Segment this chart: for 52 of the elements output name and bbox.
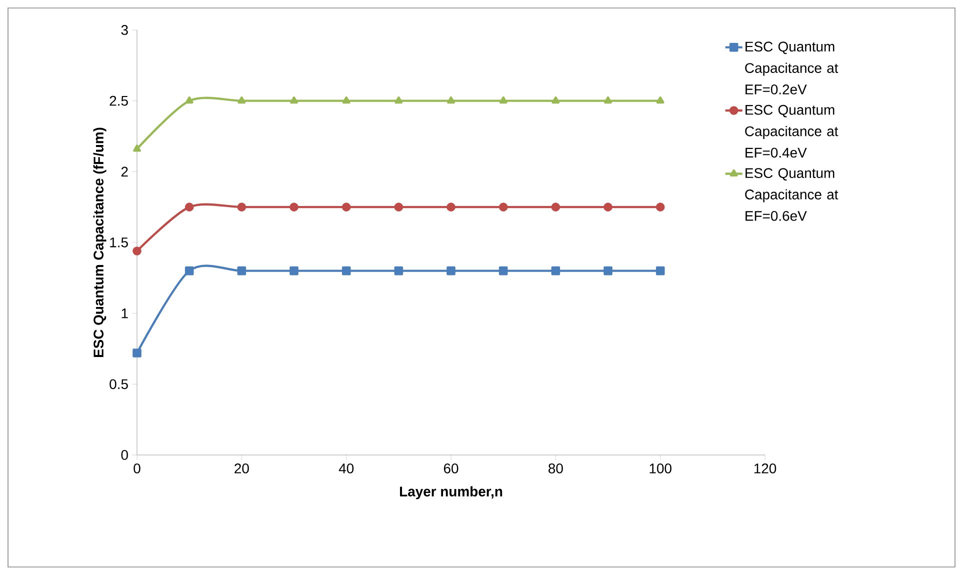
point: [290, 96, 298, 104]
point: [237, 202, 246, 212]
point: [394, 202, 404, 212]
point: [238, 96, 246, 104]
point: [604, 266, 612, 276]
point: [290, 266, 298, 276]
x-tick-label: 120: [754, 463, 776, 474]
legend-label: ESC Quantum Capacitance at EF=0.2eV: [745, 42, 838, 94]
point: [290, 202, 298, 212]
point: [237, 266, 246, 276]
point: [499, 96, 508, 104]
y-tick-label: 2.5: [110, 96, 128, 106]
point: [656, 266, 665, 276]
y-tick-label: 0.5: [110, 379, 128, 390]
point: [132, 348, 142, 358]
point: [394, 266, 404, 276]
x-tick-label: 0: [134, 463, 140, 474]
legend-label: ESC Quantum Capacitance at EF=0.6eV: [745, 168, 838, 221]
y-tick-label: 1.5: [110, 238, 128, 248]
point: [447, 96, 455, 104]
point: [656, 202, 665, 212]
point: [185, 96, 194, 104]
y-tick-label: 2: [121, 166, 128, 177]
x-tick-label: 60: [444, 463, 458, 474]
point: [342, 202, 351, 212]
point: [604, 202, 612, 212]
x-tick-label: 80: [548, 463, 563, 474]
legend-label: ESC Quantum Capacitance at EF=0.4eV: [745, 104, 838, 158]
point: [133, 144, 141, 152]
point: [604, 96, 612, 104]
x-tick-label: 20: [234, 463, 249, 474]
x-tick-label: 40: [338, 463, 354, 474]
point: [342, 266, 351, 276]
point: [446, 202, 456, 212]
x-axis-title: Layer number,n: [400, 486, 502, 500]
y-axis-title: ESC Quantum Capacitance (fF/um): [93, 128, 106, 358]
point: [342, 96, 350, 104]
y-tick-label: 3: [121, 25, 128, 35]
point: [498, 202, 508, 212]
point: [184, 202, 194, 212]
x-tick-label: 100: [650, 463, 672, 474]
y-tick-label: 1: [122, 308, 128, 318]
point: [551, 202, 560, 212]
point: [184, 266, 194, 276]
point: [132, 246, 142, 256]
point: [498, 266, 508, 276]
point: [551, 266, 560, 276]
point: [656, 96, 664, 104]
point: [394, 96, 403, 104]
y-tick-label: 0: [121, 450, 128, 460]
point: [446, 266, 456, 276]
point: [552, 96, 560, 104]
